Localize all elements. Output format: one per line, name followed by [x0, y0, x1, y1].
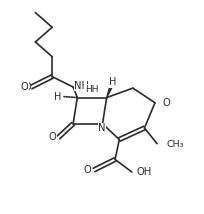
- Text: OH: OH: [135, 168, 151, 177]
- Text: O: O: [21, 82, 29, 92]
- Text: H: H: [53, 92, 61, 101]
- Text: O: O: [49, 132, 56, 143]
- Text: O: O: [162, 98, 169, 108]
- Polygon shape: [106, 86, 112, 98]
- Text: O: O: [23, 82, 31, 92]
- Text: HH: HH: [84, 85, 98, 94]
- Text: CH₃: CH₃: [166, 140, 183, 149]
- Text: N: N: [98, 123, 105, 133]
- Text: H: H: [109, 77, 116, 88]
- Text: O: O: [83, 165, 91, 175]
- Text: NH: NH: [74, 81, 89, 91]
